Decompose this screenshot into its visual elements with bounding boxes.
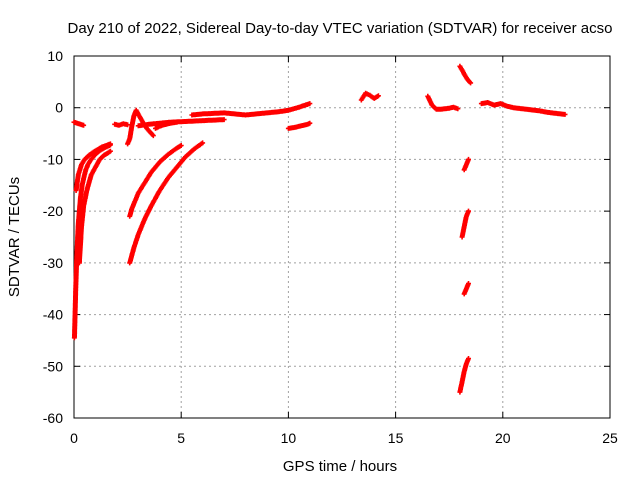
series-arc-rise-c [153, 119, 180, 131]
series-arc-initial-short [71, 119, 87, 128]
y-tick-label: -20 [43, 203, 63, 219]
series-arc-drop-16 [425, 93, 461, 112]
y-tick-label: 10 [47, 48, 63, 64]
series-arc-steep-1 [461, 156, 471, 173]
series-arc-rise-a [127, 143, 184, 219]
plot-border [73, 55, 611, 419]
series-arc-wedge-upper [73, 141, 113, 193]
data-points [71, 63, 568, 395]
series-arc-wedge-lower [76, 148, 113, 266]
series-arc-left-flat [112, 121, 131, 128]
y-tick-label: -30 [43, 255, 63, 271]
series-arc-steep-3 [461, 281, 471, 297]
series-arc-spike-18 [457, 63, 474, 86]
x-tick-label: 20 [495, 430, 511, 446]
chart-title: Day 210 of 2022, Sidereal Day-to-day VTE… [68, 20, 613, 37]
axis-ticks: 0 5 10 15 20 25 -60 -50 -40 -30 -20 -10 0 10 [43, 48, 618, 446]
y-tick-label: -40 [43, 307, 63, 323]
series-arc-plunge [71, 142, 113, 341]
series-arc-blob-14 [358, 90, 381, 103]
series-arc-rise-b [127, 140, 206, 266]
series-arc-steep-4 [457, 356, 471, 395]
series-arc-tail-19 [478, 100, 568, 117]
x-tick-label: 25 [602, 430, 618, 446]
y-tick-label: -10 [43, 151, 63, 167]
y-tick-label: -50 [43, 358, 63, 374]
y-tick-label: -60 [43, 410, 63, 426]
x-tick-label: 5 [177, 430, 185, 446]
series-arc-long-flat [189, 101, 313, 118]
y-axis-title: SDTVAR / TECUs [6, 177, 23, 297]
series-arc-steep-2 [459, 208, 471, 240]
y-tick-label: 0 [55, 100, 63, 116]
x-tick-label: 0 [70, 430, 78, 446]
x-tick-label: 15 [388, 430, 404, 446]
x-tick-label: 10 [281, 430, 297, 446]
x-axis-title: GPS time / hours [283, 458, 397, 475]
series-arc-dip-end [285, 120, 313, 131]
